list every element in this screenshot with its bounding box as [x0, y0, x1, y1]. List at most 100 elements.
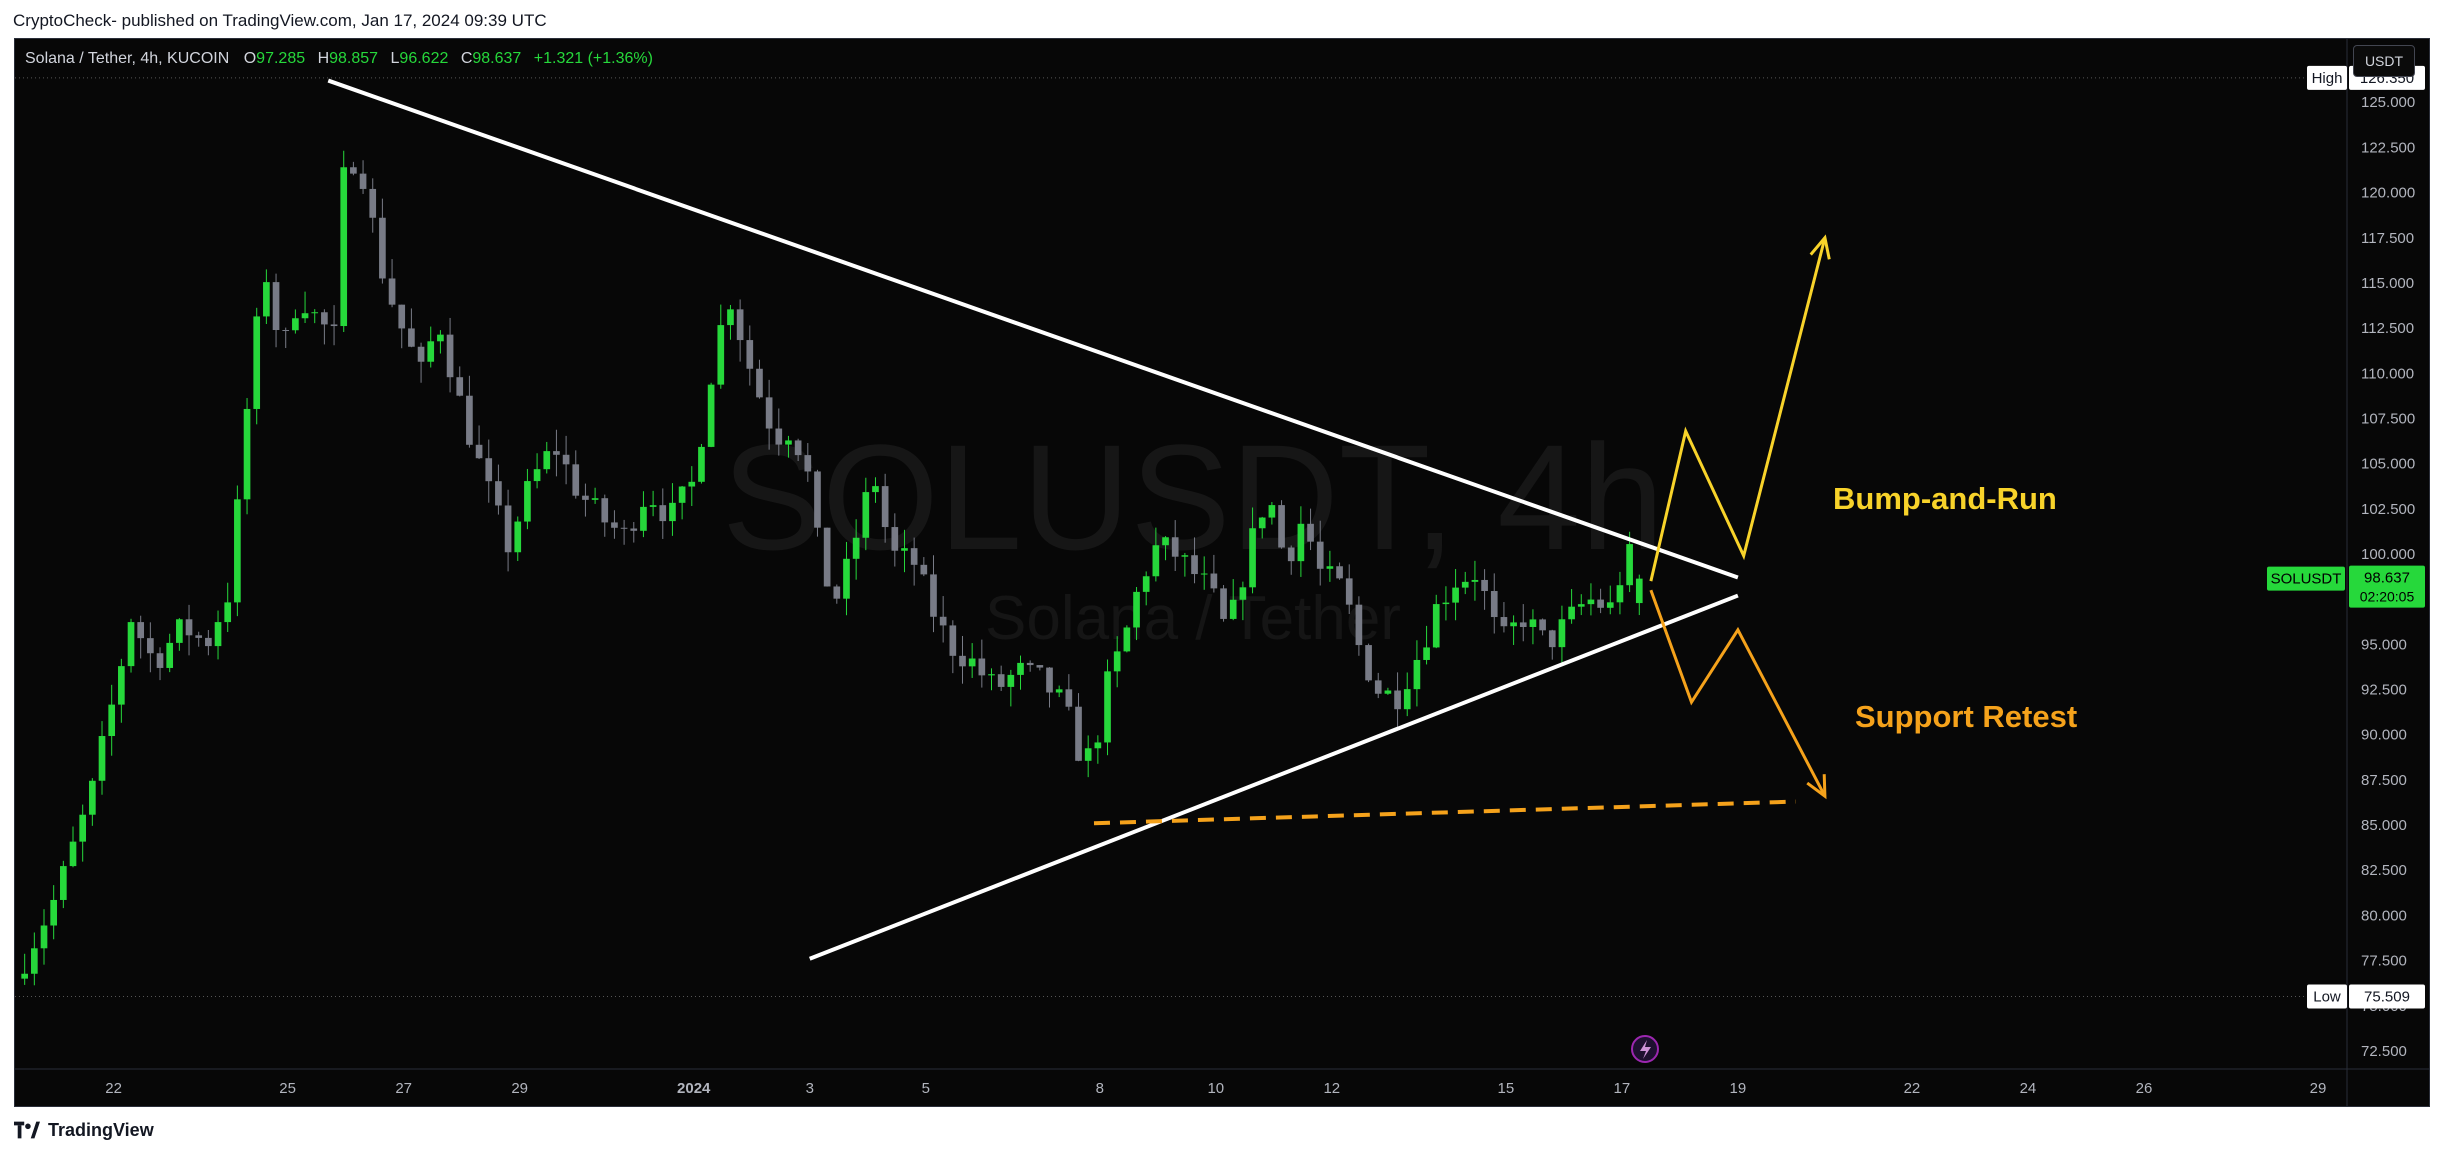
candle-up	[707, 382, 715, 448]
candle-down	[920, 557, 928, 577]
candle-down	[137, 615, 145, 659]
ascending-trendline[interactable]	[809, 593, 1739, 961]
candle-body	[1481, 579, 1488, 592]
candle-up	[1423, 625, 1430, 665]
candle-body	[1326, 566, 1334, 569]
candle-body	[340, 167, 348, 327]
candle-body	[321, 312, 328, 325]
candle-down	[321, 309, 328, 345]
candle-body	[1297, 523, 1305, 562]
candle-down	[282, 327, 290, 349]
candle-up	[1094, 735, 1102, 764]
price-tick-label: 85.000	[2361, 817, 2407, 834]
candle-up	[1616, 571, 1624, 615]
chart-canvas[interactable]: SOLUSDT, 4h Solana / Tether Bump-and-Run…	[15, 39, 2429, 1106]
candle-up	[717, 304, 725, 389]
candle-up	[698, 443, 705, 484]
candle-down	[417, 342, 425, 383]
candle-up	[98, 721, 106, 795]
candle-down	[1036, 665, 1044, 671]
tradingview-logo[interactable]: TradingView	[14, 1117, 154, 1143]
candle-down	[1481, 569, 1488, 610]
candle-body	[1452, 587, 1459, 603]
candle-down	[272, 273, 280, 348]
time-tick-label: 26	[2136, 1080, 2153, 1097]
candle-body	[978, 658, 986, 676]
candle-body	[1065, 689, 1073, 707]
time-tick-label: 17	[1614, 1080, 1631, 1097]
drawings-layer: Bump-and-Run Support Retest	[327, 78, 2077, 1063]
candle-body	[60, 866, 67, 900]
candle-up	[1403, 672, 1411, 717]
candle-down	[504, 489, 512, 572]
candle-up	[1558, 605, 1566, 666]
candle-body	[253, 316, 261, 409]
candle-body	[1423, 647, 1430, 660]
candle-up	[649, 490, 657, 517]
currency-button[interactable]: USDT	[2353, 45, 2415, 77]
candle-body	[89, 780, 96, 815]
candle-down	[630, 522, 638, 543]
candle-down	[910, 537, 918, 586]
candle-body	[920, 564, 928, 575]
legend-symbol: Solana / Tether, 4h, KUCOIN	[25, 50, 230, 67]
candle-body	[843, 558, 850, 599]
candle-up	[292, 309, 299, 334]
candle-down	[930, 555, 937, 633]
candle-up	[224, 582, 232, 633]
candle-down	[1374, 672, 1382, 699]
time-tick-label: 29	[2310, 1080, 2327, 1097]
candle-body	[1181, 555, 1189, 557]
legend-open-value: 97.285	[256, 50, 306, 67]
support-dashed-line[interactable]	[1093, 799, 1796, 826]
candle-body	[1597, 599, 1604, 608]
candle-body	[224, 602, 232, 623]
candle-body	[1355, 604, 1363, 646]
symbol-tag-box	[2267, 566, 2345, 591]
candle-body	[292, 318, 299, 331]
chart-panel[interactable]: SOLUSDT, 4h Solana / Tether Bump-and-Run…	[14, 38, 2430, 1107]
candle-body	[495, 481, 502, 506]
candle-down	[1548, 629, 1556, 660]
candle-body	[1123, 627, 1131, 652]
candle-body	[427, 341, 435, 362]
candle-down	[765, 379, 773, 450]
candle-down	[485, 439, 493, 503]
candle-body	[1548, 630, 1556, 648]
candle-body	[1258, 517, 1266, 529]
time-tick-label: 22	[105, 1080, 122, 1097]
candle-up	[872, 477, 879, 503]
descending-trendline[interactable]	[327, 78, 1739, 580]
price-tick-label: 115.000	[2361, 275, 2414, 292]
price-tick-label: 105.000	[2361, 456, 2415, 473]
candle-down	[997, 665, 1005, 691]
bump-and-run-arrow[interactable]	[1649, 237, 1827, 582]
candle-body	[330, 324, 338, 327]
candle-body	[31, 948, 38, 974]
candle-body	[1432, 604, 1440, 648]
candle-body	[272, 282, 280, 331]
candle-body	[901, 548, 908, 551]
candle-body	[98, 736, 106, 781]
candle-body	[698, 446, 705, 482]
candle-up	[427, 326, 435, 368]
event-marker[interactable]	[1631, 1035, 1659, 1063]
price-tick-label: 125.000	[2361, 94, 2415, 111]
candle-body	[601, 498, 609, 523]
candle-up	[1326, 550, 1334, 582]
candle-body	[862, 492, 870, 538]
candle-body	[504, 505, 512, 553]
candle-body	[833, 586, 841, 599]
support-retest-arrow[interactable]	[1649, 589, 1827, 797]
candle-body	[205, 637, 212, 647]
candle-body	[1442, 602, 1450, 605]
candle-body	[1094, 742, 1102, 749]
candle-body	[1239, 587, 1247, 600]
candle-up	[968, 643, 976, 678]
candle-body	[688, 481, 696, 487]
candle-body	[620, 527, 628, 529]
candle-up	[1007, 669, 1015, 707]
candle-up	[1084, 735, 1092, 778]
candle-body	[1152, 545, 1160, 577]
candle-down	[1336, 562, 1343, 580]
